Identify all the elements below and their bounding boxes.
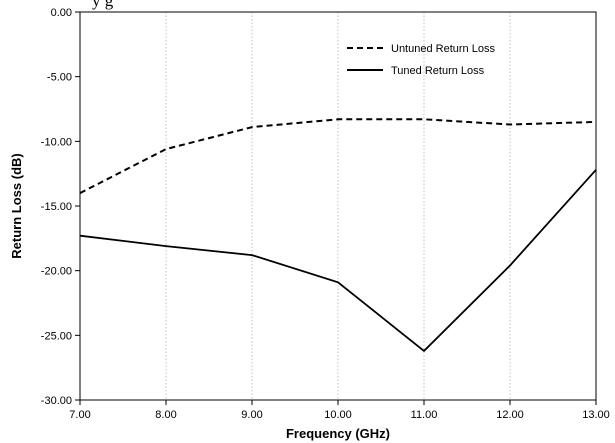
legend: Untuned Return Loss Tuned Return Loss <box>347 43 495 77</box>
y-tick-label: -25.00 <box>41 330 72 342</box>
y-tick-label: -10.00 <box>41 136 72 148</box>
x-tick-label: 11.00 <box>411 409 438 421</box>
x-tick-label: 13.00 <box>582 409 610 421</box>
x-tick-label: 10.00 <box>324 409 352 421</box>
y-tick-label: -30.00 <box>41 395 72 407</box>
tick-layer: 7.00 8.00 9.00 10.00 11.00 12.00 13.00 0.00 -5.0… <box>41 7 610 421</box>
series-line-untuned <box>79 118 597 194</box>
x-tick-label: 9.00 <box>241 409 262 421</box>
x-axis-title: Frequency (GHz) <box>286 426 390 441</box>
legend-label-tuned: Tuned Return Loss <box>391 65 485 77</box>
header-fragment: y g <box>92 0 114 10</box>
y-tick-label: -5.00 <box>47 72 72 84</box>
x-tick-label: 12.00 <box>496 409 524 421</box>
series-layer <box>79 118 597 353</box>
y-axis-title: Return Loss (dB) <box>9 153 24 258</box>
legend-label-untuned: Untuned Return Loss <box>391 43 495 55</box>
y-tick-label: -15.00 <box>41 201 72 213</box>
y-tick-label: 0.00 <box>51 7 72 19</box>
x-tick-label: 7.00 <box>69 409 90 421</box>
grid-layer <box>165 12 511 400</box>
y-tick-label: -20.00 <box>41 266 72 278</box>
x-tick-label: 8.00 <box>155 409 176 421</box>
